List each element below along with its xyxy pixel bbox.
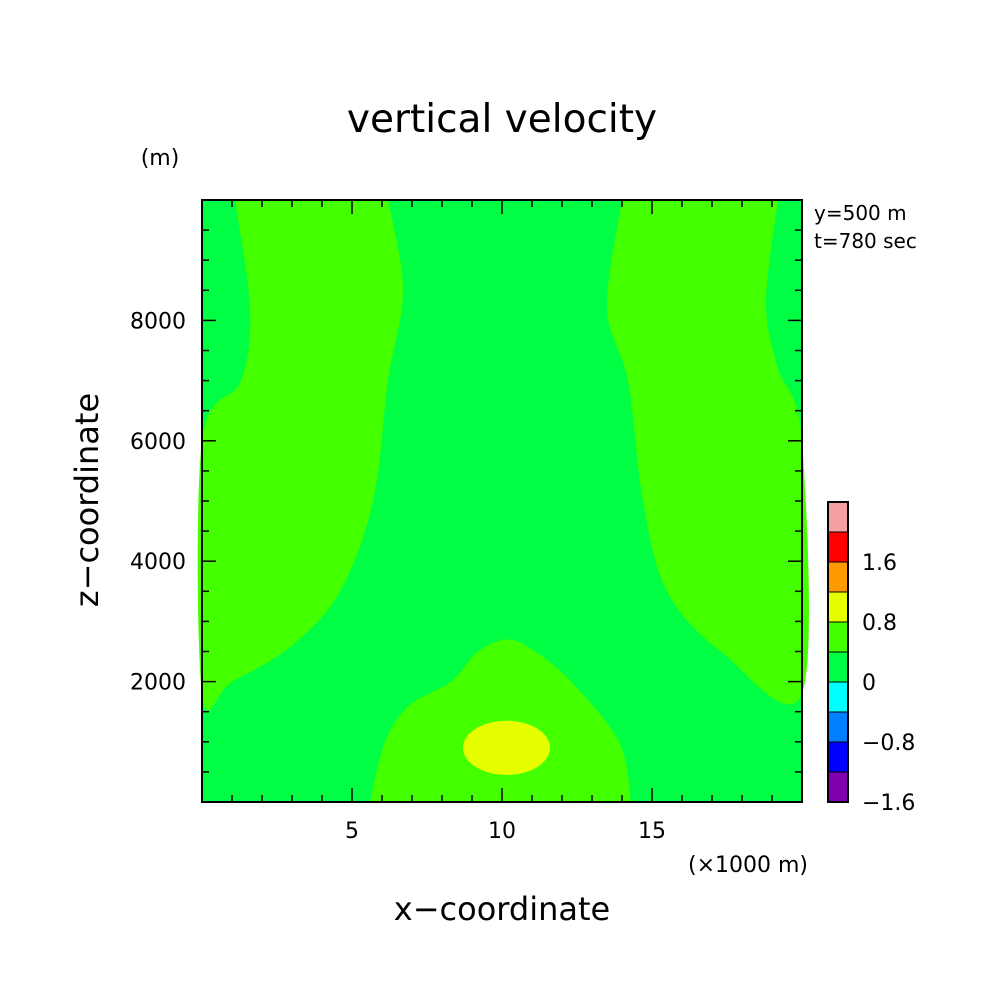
- colorbar-swatch: [827, 681, 849, 713]
- annotation-y-position: y=500 m: [814, 201, 907, 225]
- colorbar-tick-label: 0: [862, 671, 876, 696]
- colorbar-tick-label: −1.6: [862, 791, 915, 816]
- x-tick-label: 10: [488, 819, 516, 844]
- contour-region-bottom-updraft: [370, 639, 631, 802]
- colorbar-swatch: [827, 531, 849, 563]
- x-tick-label: 5: [345, 819, 359, 844]
- x-tick-label: 15: [638, 819, 666, 844]
- colorbar-tick-label: 1.6: [862, 551, 897, 576]
- colorbar-swatch: [827, 771, 849, 803]
- contour-region-left-updraft: [197, 200, 403, 711]
- y-axis-label: z−coordinate: [68, 393, 106, 607]
- chart-title: vertical velocity: [347, 97, 657, 142]
- colorbar-tick-label: −0.8: [862, 731, 915, 756]
- plot-area: [197, 199, 809, 803]
- y-axis: 2000 4000 6000 8000: [130, 229, 802, 773]
- x-unit-label: (×1000 m): [688, 853, 808, 878]
- y-tick-label: 4000: [130, 550, 186, 575]
- y-tick-label: 6000: [130, 430, 186, 455]
- y-tick-label: 8000: [130, 309, 186, 334]
- colorbar-swatch: [827, 561, 849, 593]
- colorbar-swatch: [827, 651, 849, 683]
- colorbar-swatch: [827, 591, 849, 623]
- contour-region-core-max: [463, 720, 550, 775]
- x-axis: 5 10 15: [231, 200, 773, 844]
- colorbar-swatch: [827, 741, 849, 773]
- colorbar-frame: [827, 501, 849, 803]
- y-tick-label: 2000: [130, 671, 186, 696]
- colorbar-swatch: [827, 501, 849, 533]
- colorbar: 1.6 0.8 0 −0.8 −1.6: [827, 501, 915, 816]
- colorbar-tick-label: 0.8: [862, 611, 897, 636]
- annotation-time: t=780 sec: [814, 229, 917, 253]
- y-unit-label: (m): [141, 146, 180, 171]
- x-axis-label: x−coordinate: [394, 890, 610, 928]
- colorbar-swatch: [827, 621, 849, 653]
- contour-region-right-updraft: [606, 200, 809, 705]
- colorbar-swatch: [827, 711, 849, 743]
